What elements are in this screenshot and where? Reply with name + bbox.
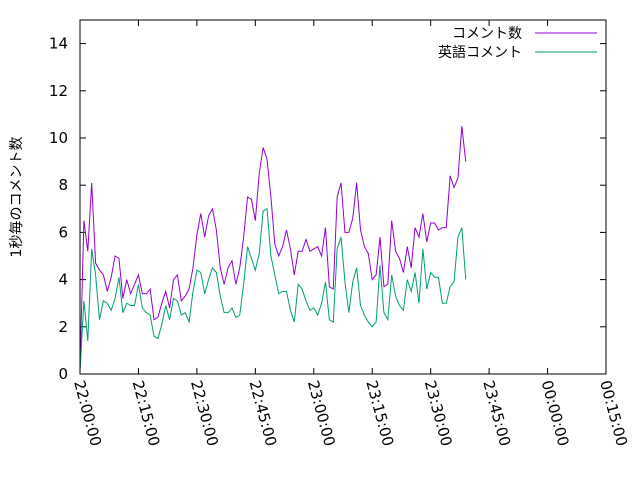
y-tick-label: 14 bbox=[49, 35, 68, 53]
y-tick-label: 10 bbox=[49, 129, 68, 147]
y-tick-label: 0 bbox=[58, 365, 68, 383]
plot-frame bbox=[79, 19, 607, 375]
y-tick-label: 2 bbox=[58, 318, 68, 336]
series-line-2 bbox=[79, 207, 467, 372]
y-tick-label: 8 bbox=[58, 176, 68, 194]
legend-label-1: コメント数 bbox=[452, 26, 522, 42]
series-line-1 bbox=[79, 126, 467, 370]
y-tick-label: 4 bbox=[58, 271, 68, 289]
y-tick-label: 6 bbox=[58, 223, 68, 241]
y-tick-label: 12 bbox=[49, 82, 68, 100]
legend-label-2: 英語コメント bbox=[438, 44, 522, 61]
series-layer bbox=[79, 126, 467, 372]
y-axis-label: 1秒毎のコメント数 bbox=[9, 137, 25, 258]
